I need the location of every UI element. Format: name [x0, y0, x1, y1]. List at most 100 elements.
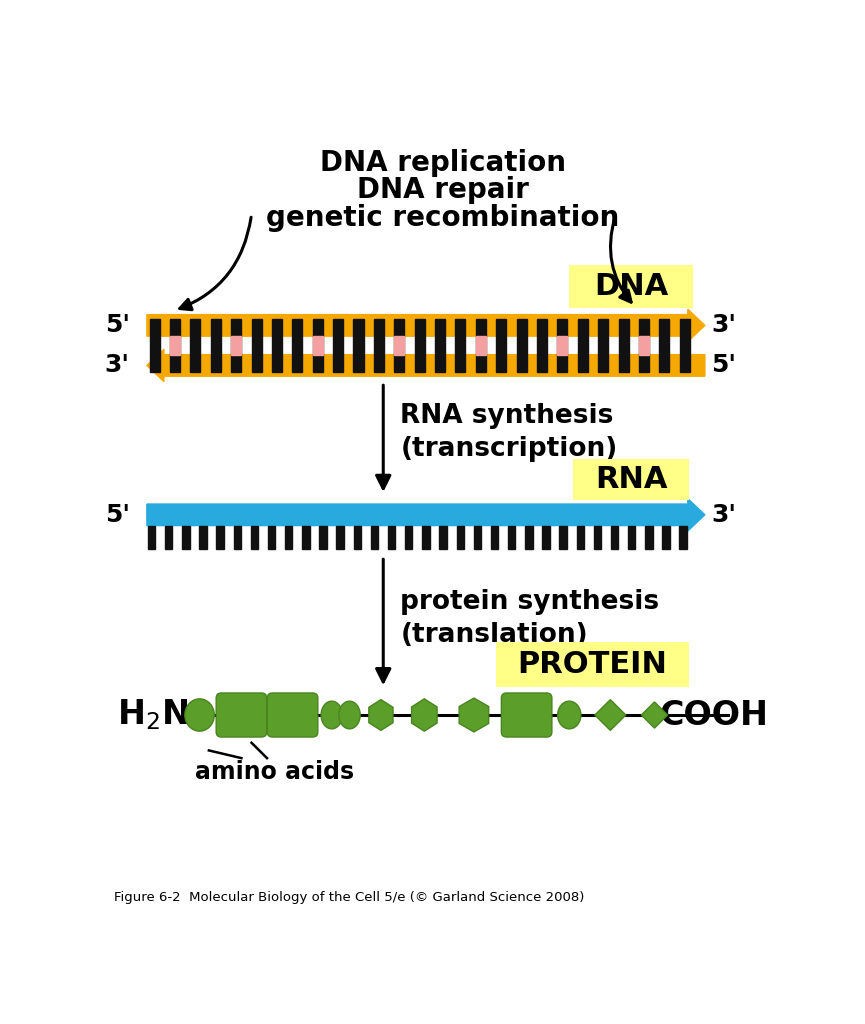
Bar	[268, 525, 275, 549]
Bar	[183, 525, 189, 549]
Text: RNA: RNA	[595, 465, 668, 494]
Bar	[319, 525, 327, 549]
Text: DNA: DNA	[594, 271, 669, 301]
FancyArrowPatch shape	[180, 217, 251, 309]
Text: COOH: COOH	[659, 698, 768, 731]
FancyArrow shape	[147, 499, 705, 531]
Bar	[474, 525, 481, 549]
Polygon shape	[641, 701, 668, 728]
Bar	[680, 525, 687, 549]
Bar	[165, 525, 172, 549]
Bar	[199, 525, 207, 549]
Bar	[354, 525, 361, 549]
Bar	[490, 525, 498, 549]
Text: 3': 3'	[711, 503, 736, 526]
Bar	[190, 318, 201, 372]
Bar	[371, 525, 378, 549]
Bar	[148, 525, 155, 549]
Bar	[577, 525, 584, 549]
Bar	[231, 318, 241, 372]
Text: 5': 5'	[105, 503, 130, 526]
Bar	[354, 318, 363, 372]
Bar	[497, 318, 506, 372]
FancyBboxPatch shape	[496, 642, 689, 686]
Bar	[333, 318, 343, 372]
Bar	[312, 318, 323, 372]
Text: RNA synthesis
(transcription): RNA synthesis (transcription)	[400, 402, 618, 462]
FancyBboxPatch shape	[502, 693, 552, 737]
Bar	[216, 525, 224, 549]
Bar	[618, 318, 629, 372]
Bar	[516, 318, 527, 372]
FancyBboxPatch shape	[216, 693, 266, 737]
Polygon shape	[368, 699, 393, 730]
Bar	[659, 318, 670, 372]
Bar	[476, 318, 486, 372]
Bar	[170, 318, 180, 372]
Bar	[645, 525, 652, 549]
Bar	[150, 318, 160, 372]
Bar	[414, 318, 425, 372]
Bar	[557, 318, 567, 372]
Bar	[457, 525, 464, 549]
Bar	[663, 525, 670, 549]
Bar	[639, 318, 649, 372]
Text: 5': 5'	[711, 353, 736, 378]
Bar	[272, 318, 282, 372]
Bar	[578, 318, 588, 372]
Bar	[611, 525, 618, 549]
Text: 3': 3'	[711, 313, 736, 337]
Bar	[388, 525, 395, 549]
Text: PROTEIN: PROTEIN	[517, 649, 668, 679]
Bar	[628, 525, 636, 549]
Bar	[211, 318, 221, 372]
Bar	[336, 525, 344, 549]
Bar	[560, 525, 567, 549]
Bar	[542, 525, 549, 549]
Text: DNA repair: DNA repair	[357, 176, 529, 204]
FancyArrow shape	[147, 349, 705, 382]
FancyBboxPatch shape	[573, 459, 689, 500]
Text: amino acids: amino acids	[195, 760, 355, 783]
Ellipse shape	[339, 701, 360, 729]
Bar	[680, 318, 689, 372]
Text: H$_2$N: H$_2$N	[118, 697, 189, 732]
FancyArrow shape	[147, 309, 705, 342]
Polygon shape	[595, 699, 625, 730]
Text: Figure 6-2  Molecular Biology of the Cell 5/e (© Garland Science 2008): Figure 6-2 Molecular Biology of the Cell…	[114, 891, 585, 903]
Bar	[593, 525, 601, 549]
Bar	[252, 318, 261, 372]
FancyArrowPatch shape	[611, 217, 631, 302]
Ellipse shape	[185, 698, 215, 731]
Ellipse shape	[321, 701, 343, 729]
Bar	[374, 318, 384, 372]
Bar	[231, 336, 241, 354]
Bar	[435, 318, 445, 372]
FancyBboxPatch shape	[267, 693, 317, 737]
Text: 5': 5'	[105, 313, 130, 337]
Text: genetic recombination: genetic recombination	[266, 205, 619, 232]
Bar	[292, 318, 303, 372]
Bar	[439, 525, 446, 549]
Text: DNA replication: DNA replication	[320, 150, 566, 177]
Polygon shape	[459, 698, 489, 732]
Polygon shape	[412, 698, 437, 731]
Bar	[537, 318, 547, 372]
Text: 3': 3'	[105, 353, 130, 378]
Bar	[170, 336, 180, 354]
Bar	[251, 525, 258, 549]
Ellipse shape	[558, 701, 581, 729]
Bar	[455, 318, 465, 372]
Bar	[285, 525, 292, 549]
Bar	[598, 318, 608, 372]
Bar	[476, 336, 486, 354]
Bar	[394, 318, 404, 372]
FancyBboxPatch shape	[569, 264, 693, 307]
Bar	[525, 525, 533, 549]
Bar	[394, 336, 404, 354]
Bar	[312, 336, 323, 354]
Bar	[639, 336, 649, 354]
Bar	[508, 525, 516, 549]
Bar	[405, 525, 413, 549]
Bar	[302, 525, 310, 549]
